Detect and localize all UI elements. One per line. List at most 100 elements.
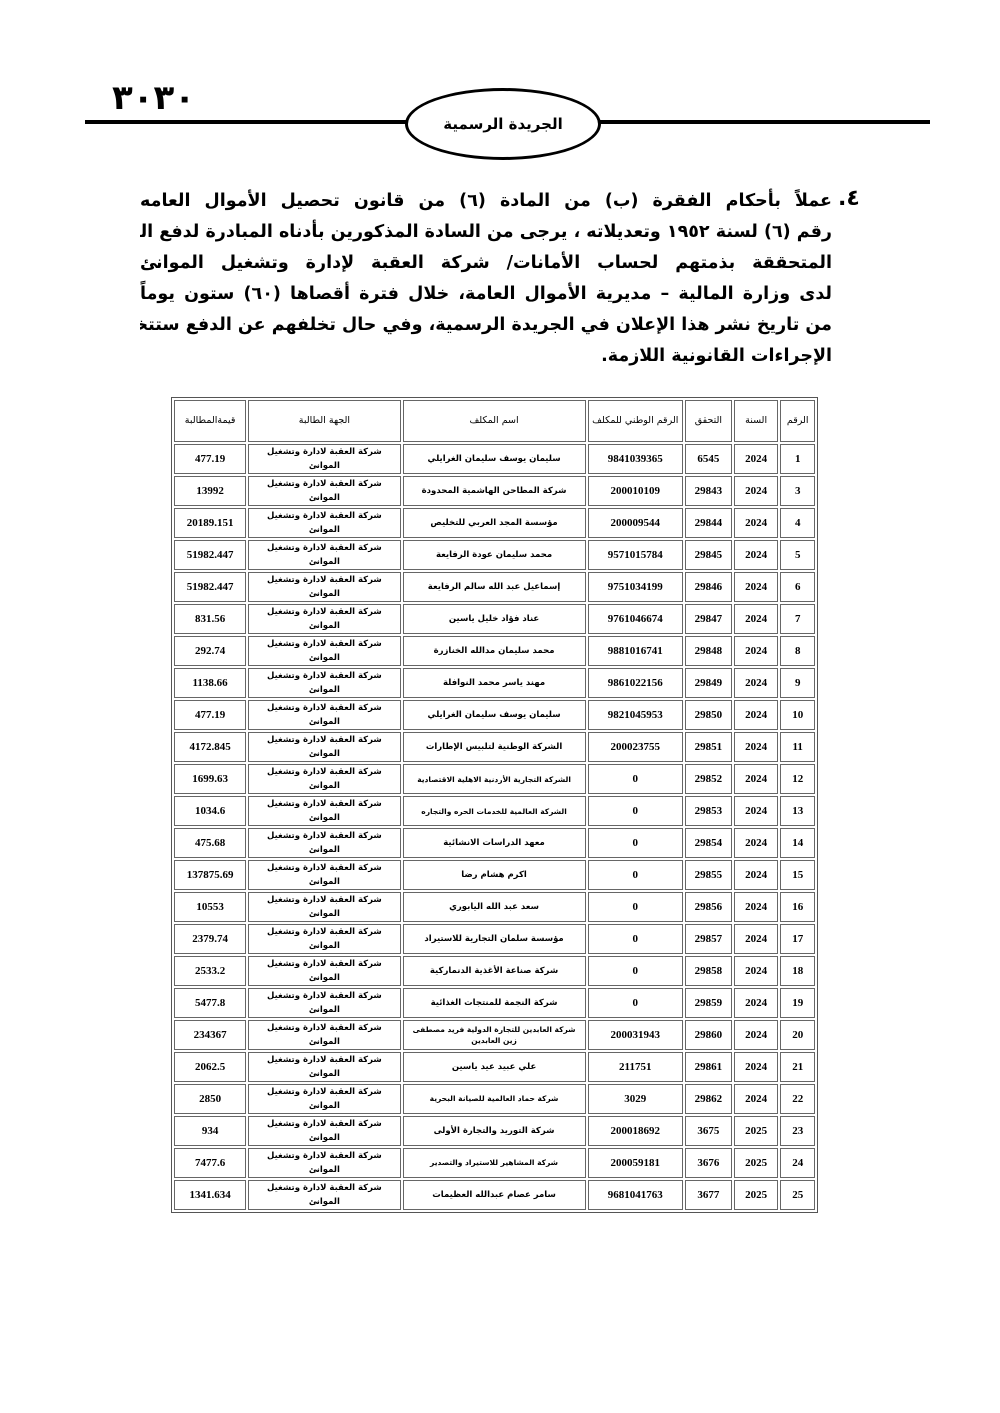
table-row: 23 2025 3675 200018692 شركة التوريد والتجارة… [174, 1116, 815, 1146]
table-cell: 292.74 [174, 636, 247, 666]
table-cell: 2850 [174, 1084, 247, 1114]
table-cell: 0 [587, 924, 684, 954]
table-cell: 29846 [685, 572, 732, 602]
table-cell: 0 [587, 988, 684, 1018]
table-cell: مهند ياسر محمد النوافلة [402, 668, 586, 698]
table-cell: الشركة التجارية الأردنية الاهلية الاقتصا… [402, 764, 586, 794]
table-cell: 5477.8 [174, 988, 247, 1018]
table-cell: 2024 [733, 1084, 779, 1114]
table-cell: شركة العقبة لادارة وتشغيل الموانئ [248, 924, 401, 954]
table-cell: 13 [780, 796, 815, 826]
table-cell: 211751 [587, 1052, 684, 1082]
table-cell: محمد سليمان مدالله الخنازرة [402, 636, 586, 666]
gazette-title: الجريدة الرسمية [443, 115, 563, 133]
table-cell: 0 [587, 860, 684, 890]
table-cell: 7 [780, 604, 815, 634]
table-cell: 29860 [685, 1020, 732, 1050]
table-cell: 22 [780, 1084, 815, 1114]
notice-line: عملاً بأحكام الفقرة (ب) من المادة (٦) من… [140, 191, 832, 211]
table-cell: 2024 [733, 1052, 779, 1082]
table-row: 8 2024 29848 9881016741 محمد سليمان مدالله ا… [174, 636, 815, 666]
table-cell: شركة العقبة لادارة وتشغيل الموانئ [248, 1084, 401, 1114]
table-cell: شركة العقبة لادارة وتشغيل الموانئ [248, 700, 401, 730]
table-cell: 19 [780, 988, 815, 1018]
table-cell: 8 [780, 636, 815, 666]
table-cell: 3675 [685, 1116, 732, 1146]
notice-line: رقم (٦) لسنة ١٩٥٢ وتعديلاته ، يرجى من ال… [140, 222, 832, 242]
table-cell: شركة العقبة لادارة وتشغيل الموانئ [248, 1052, 401, 1082]
table-cell: 9681041763 [587, 1180, 684, 1210]
table-cell: عناد فؤاد خليل ياسين [402, 604, 586, 634]
table-cell: 29859 [685, 988, 732, 1018]
column-header: اسم المكلف [402, 400, 586, 442]
table-row: 16 2024 29856 0 سعد عبد الله اليابوري شركة ال… [174, 892, 815, 922]
table-row: 19 2024 29859 0 شركة النجمة للمنتجات الغذائي… [174, 988, 815, 1018]
table-cell: 0 [587, 764, 684, 794]
table-cell: شركة العقبة لادارة وتشغيل الموانئ [248, 764, 401, 794]
table-row: 14 2024 29854 0 معهد الدراسات الانشائية شركة … [174, 828, 815, 858]
table-cell: 29857 [685, 924, 732, 954]
table-row: 11 2024 29851 200023755 الشركة الوطنية لتلبي… [174, 732, 815, 762]
table-cell: شركة النجمة للمنتجات الغذائية [402, 988, 586, 1018]
table-cell: إسماعيل عبد الله سالم الرفايعة [402, 572, 586, 602]
table-cell: 2024 [733, 476, 779, 506]
table-cell: 2024 [733, 988, 779, 1018]
table-cell: 10553 [174, 892, 247, 922]
table-cell: 9861022156 [587, 668, 684, 698]
table-cell: مؤسسة المجد العربي للتخليص [402, 508, 586, 538]
table-row: 18 2024 29858 0 شركة صناعة الأغذية الدنماركي… [174, 956, 815, 986]
table-cell: 234367 [174, 1020, 247, 1050]
table-cell: 29845 [685, 540, 732, 570]
table-cell: 2024 [733, 732, 779, 762]
table-cell: 1138.66 [174, 668, 247, 698]
table-cell: شركة العقبة لادارة وتشغيل الموانئ [248, 1020, 401, 1050]
table-cell: شركة العقبة لادارة وتشغيل الموانئ [248, 572, 401, 602]
column-header: قيمةالمطالبة [174, 400, 247, 442]
table-cell: 475.68 [174, 828, 247, 858]
notice-line: الإجراءات القانونية اللازمة. [601, 346, 832, 366]
table-cell: 29851 [685, 732, 732, 762]
table-cell: 934 [174, 1116, 247, 1146]
table-cell: 1 [780, 444, 815, 474]
table-cell: الشركة العالمية للخدمات الحره والتجاره [402, 796, 586, 826]
table-cell: 137875.69 [174, 860, 247, 890]
table-cell: 2025 [733, 1148, 779, 1178]
table-cell: 29862 [685, 1084, 732, 1114]
table-cell: 2024 [733, 700, 779, 730]
table-cell: 3676 [685, 1148, 732, 1178]
table-cell: علي عبيد عيد ياسين [402, 1052, 586, 1082]
table-cell: شركة العقبة لادارة وتشغيل الموانئ [248, 444, 401, 474]
table-cell: 3 [780, 476, 815, 506]
table-cell: 12 [780, 764, 815, 794]
table-cell: 20 [780, 1020, 815, 1050]
table-header-row: الرقم السنة التحقق الرقم الوطني للمكلف اسم ا… [174, 400, 815, 442]
table-cell: 29854 [685, 828, 732, 858]
table-cell: 6545 [685, 444, 732, 474]
table-cell: شركة صناعة الأغذية الدنماركية [402, 956, 586, 986]
table-cell: 2024 [733, 828, 779, 858]
table-cell: شركة التوريد والتجارة الأولى [402, 1116, 586, 1146]
gazette-title-oval: الجريدة الرسمية [405, 88, 601, 160]
table-row: 21 2024 29861 211751 علي عبيد عيد ياسين شركة … [174, 1052, 815, 1082]
table-cell: 24 [780, 1148, 815, 1178]
item-number: ٤. [838, 186, 860, 211]
table-cell: 29844 [685, 508, 732, 538]
table-cell: 18 [780, 956, 815, 986]
table-cell: 29861 [685, 1052, 732, 1082]
table-cell: 9751034199 [587, 572, 684, 602]
table-cell: 6 [780, 572, 815, 602]
notice-paragraph: عملاً بأحكام الفقرة (ب) من المادة (٦) من… [140, 186, 832, 372]
table-row: 6 2024 29846 9751034199 إسماعيل عبد الله سال… [174, 572, 815, 602]
table-cell: 5 [780, 540, 815, 570]
table-cell: 11 [780, 732, 815, 762]
column-header: الرقم [780, 400, 815, 442]
column-header: التحقق [685, 400, 732, 442]
table-row: 3 2024 29843 200010109 شركة المطاحن الهاشمية… [174, 476, 815, 506]
table-cell: 29852 [685, 764, 732, 794]
table-cell: شركة العقبة لادارة وتشغيل الموانئ [248, 796, 401, 826]
table-row: 12 2024 29852 0 الشركة التجارية الأردنية الا… [174, 764, 815, 794]
table-cell: شركة حماد العالمية للصيانة البحرية [402, 1084, 586, 1114]
notice-line: لدى وزارة المالية – مديرية الأموال العام… [140, 284, 832, 304]
table-cell: سليمان يوسف سليمان الغرايلي [402, 700, 586, 730]
